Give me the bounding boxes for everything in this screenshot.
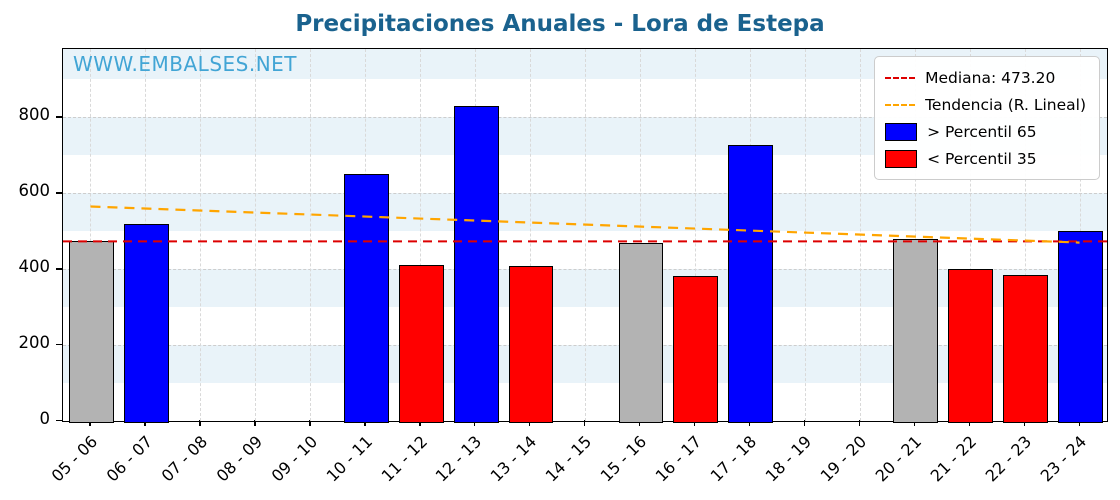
bar-05-06: [69, 240, 114, 423]
v-gridline: [639, 49, 641, 421]
y-tick-label: 200: [18, 333, 51, 353]
x-tick-mark: [474, 420, 476, 426]
bar-13-14: [508, 266, 554, 423]
x-tick-label: 08 - 09: [212, 432, 266, 486]
legend-item-trend: Tendencia (R. Lineal): [885, 91, 1086, 118]
x-tick-mark: [364, 420, 366, 426]
x-tick-label: 21 - 22: [926, 432, 981, 486]
x-tick-mark: [748, 420, 751, 426]
bar-17-18: [728, 144, 774, 423]
v-gridline: [200, 49, 202, 421]
percentil35-box-swatch: [885, 149, 918, 168]
v-gridline: [90, 49, 92, 421]
x-tick-label: 15 - 16: [596, 432, 651, 486]
v-gridline: [969, 49, 971, 421]
x-tick-mark: [693, 420, 696, 426]
x-tick-mark: [913, 420, 916, 426]
v-gridline: [694, 49, 696, 421]
v-gridline: [255, 49, 257, 421]
y-tick-mark: [56, 268, 62, 270]
legend-item-median: Mediana: 473.20: [885, 64, 1086, 91]
bar-12-13: [453, 105, 499, 423]
legend-label-percentil35: < Percentil 35: [927, 149, 1037, 168]
bar-21-22: [948, 269, 994, 423]
trend-dashed-line-swatch: [885, 103, 916, 106]
x-tick-label: 10 - 11: [322, 432, 376, 486]
bar-16-17: [673, 275, 719, 423]
x-tick-label: 05 - 06: [47, 432, 101, 486]
x-tick-label: 06 - 07: [102, 432, 156, 486]
x-tick-label: 19 - 20: [816, 432, 871, 486]
x-tick-mark: [199, 420, 201, 426]
x-tick-mark: [254, 420, 256, 426]
bar-11-12: [398, 265, 444, 423]
x-tick-label: 07 - 08: [157, 432, 211, 486]
x-tick-mark: [89, 420, 91, 426]
x-tick-label: 16 - 17: [651, 432, 706, 486]
x-tick-label: 13 - 14: [486, 432, 541, 486]
y-tick-mark: [56, 116, 62, 118]
y-tick-label: 800: [18, 105, 51, 125]
y-tick-label: 600: [18, 181, 51, 201]
v-gridline: [420, 49, 422, 421]
legend: Mediana: 473.20 Tendencia (R. Lineal) > …: [874, 56, 1100, 180]
y-tick-mark: [56, 344, 62, 346]
bar-06-07: [123, 223, 169, 423]
y-tick-mark: [56, 192, 62, 194]
v-gridline: [585, 49, 586, 421]
bar-23-24: [1058, 231, 1103, 423]
trend-line: [90, 205, 1080, 244]
v-gridline: [804, 49, 806, 421]
v-gridline: [310, 49, 312, 421]
plot-area: WWW.EMBALSES.NET Mediana: 473.20 Tendenc…: [62, 48, 1108, 423]
x-tick-label: 23 - 24: [1036, 432, 1090, 486]
watermark: WWW.EMBALSES.NET: [73, 52, 298, 76]
x-tick-label: 09 - 10: [267, 432, 321, 486]
x-tick-label: 17 - 18: [706, 432, 761, 486]
y-tick-label: 400: [18, 257, 51, 277]
x-tick-mark: [803, 420, 806, 426]
x-tick-label: 22 - 23: [981, 432, 1036, 486]
median-dashed-line-swatch: [885, 76, 916, 79]
x-tick-mark: [309, 420, 311, 426]
y-tick-label: 0: [39, 409, 51, 428]
legend-item-percentil65: > Percentil 65: [885, 118, 1086, 145]
x-tick-mark: [638, 420, 641, 426]
x-tick-label: 18 - 19: [761, 432, 816, 486]
bar-15-16: [618, 242, 664, 423]
legend-label-median: Mediana: 473.20: [925, 68, 1056, 87]
v-gridline: [530, 49, 532, 421]
legend-label-percentil65: > Percentil 65: [927, 122, 1037, 141]
x-tick-mark: [1078, 420, 1080, 426]
x-tick-label: 20 - 21: [871, 432, 926, 486]
v-gridline: [1024, 49, 1026, 421]
bar-20-21: [893, 238, 939, 423]
v-gridline: [914, 49, 916, 421]
lines-overlay: [63, 205, 1107, 244]
y-tick-mark: [56, 420, 62, 422]
percentil65-box-swatch: [885, 122, 918, 141]
legend-item-percentil35: < Percentil 35: [885, 145, 1086, 172]
bar-22-23: [1003, 274, 1048, 423]
x-tick-label: 12 - 13: [432, 432, 486, 486]
chart-title: Precipitaciones Anuales - Lora de Estepa: [295, 11, 825, 37]
x-tick-label: 14 - 15: [541, 432, 596, 486]
x-tick-mark: [968, 420, 971, 426]
x-tick-mark: [1023, 420, 1025, 426]
x-tick-mark: [584, 420, 586, 426]
x-tick-label: 11 - 12: [377, 432, 431, 486]
x-tick-mark: [144, 420, 146, 426]
x-tick-mark: [529, 420, 531, 426]
legend-label-trend: Tendencia (R. Lineal): [925, 95, 1086, 114]
x-tick-mark: [858, 420, 861, 426]
x-tick-mark: [419, 420, 421, 426]
